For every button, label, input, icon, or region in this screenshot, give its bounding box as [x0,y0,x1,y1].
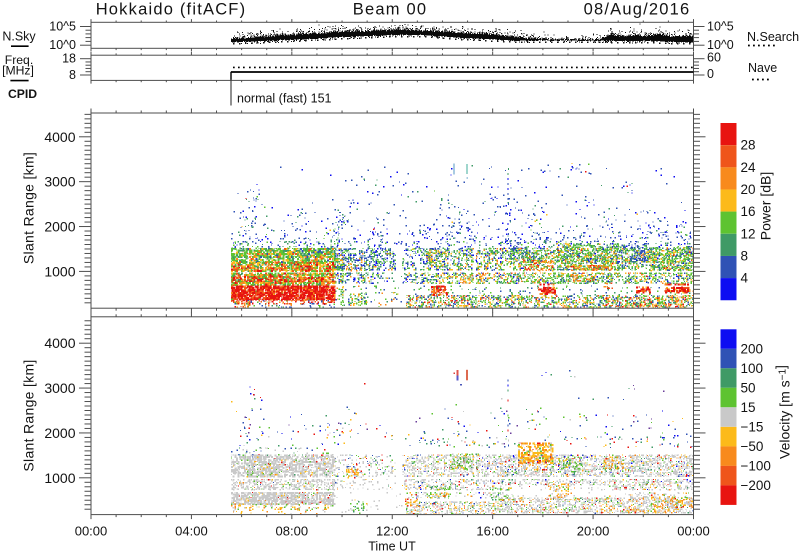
svg-text:Beam 00: Beam 00 [353,1,427,19]
svg-text:0: 0 [707,67,714,81]
svg-text:00:00: 00:00 [75,524,108,539]
svg-text:10^5: 10^5 [707,20,734,34]
svg-text:4000: 4000 [44,335,75,351]
svg-text:−15: −15 [741,419,764,434]
svg-text:2000: 2000 [44,219,75,235]
svg-text:12: 12 [741,226,756,241]
svg-text:8: 8 [741,248,749,263]
svg-text:60: 60 [707,51,721,65]
svg-text:Power [dB]: Power [dB] [758,172,774,240]
svg-text:1000: 1000 [44,263,75,279]
svg-text:CPID: CPID [8,87,37,101]
svg-text:normal (fast) 151: normal (fast) 151 [237,92,332,106]
svg-text:−50: −50 [741,439,764,454]
svg-text:3000: 3000 [44,174,75,190]
svg-text:−100: −100 [741,458,771,473]
svg-text:10^0: 10^0 [49,38,76,52]
svg-text:15: 15 [741,400,756,415]
svg-text:12:00: 12:00 [376,524,409,539]
svg-text:18: 18 [62,52,76,66]
svg-text:10^0: 10^0 [707,38,734,52]
svg-text:Hokkaido (fitACF): Hokkaido (fitACF) [96,1,247,19]
svg-text:Slant Range [km]: Slant Range [km] [21,152,37,264]
svg-text:Slant Range [km]: Slant Range [km] [21,359,37,471]
svg-text:8: 8 [69,68,76,82]
svg-text:4000: 4000 [44,129,75,145]
svg-text:Time UT: Time UT [368,540,416,554]
svg-text:20: 20 [741,182,756,197]
svg-text:2000: 2000 [44,425,75,441]
svg-text:Nave: Nave [748,61,777,75]
svg-text:−200: −200 [741,478,771,493]
svg-text:4: 4 [741,271,749,286]
svg-text:Freq.: Freq. [5,53,33,67]
svg-text:00:00: 00:00 [677,524,710,539]
svg-text:20:00: 20:00 [577,524,610,539]
svg-text:08/Aug/2016: 08/Aug/2016 [584,1,691,19]
svg-text:50: 50 [741,380,756,395]
svg-text:16: 16 [741,204,756,219]
svg-text:[MHz]: [MHz] [2,63,34,77]
svg-text:N.Sky: N.Sky [2,30,36,44]
svg-text:24: 24 [741,160,757,175]
svg-text:100: 100 [741,361,764,376]
svg-text:3000: 3000 [44,380,75,396]
svg-text:200: 200 [741,341,764,356]
svg-text:N.Search: N.Search [747,30,799,44]
svg-text:10^5: 10^5 [49,20,76,34]
svg-text:28: 28 [741,138,756,153]
svg-text:Velocity [m s−1]: Velocity [m s−1] [773,365,793,459]
svg-text:08:00: 08:00 [276,524,309,539]
svg-text:04:00: 04:00 [175,524,208,539]
svg-text:16:00: 16:00 [476,524,509,539]
svg-text:1000: 1000 [44,470,75,486]
